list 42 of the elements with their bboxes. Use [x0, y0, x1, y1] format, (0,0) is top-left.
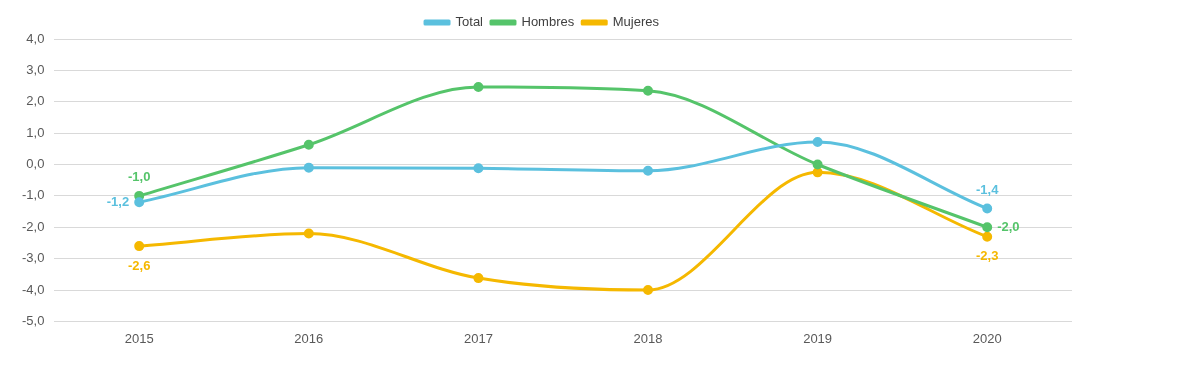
- point: [812, 167, 823, 178]
- data-label: -1,0: [128, 169, 151, 185]
- data-label: -2,0: [997, 218, 1020, 234]
- point: [134, 197, 145, 208]
- point: [473, 82, 484, 93]
- point: [303, 228, 314, 239]
- legend-label: Total: [455, 14, 484, 30]
- point: [643, 165, 653, 176]
- x-tick-label: 2019: [803, 330, 833, 346]
- point: [982, 203, 993, 214]
- data-label: -2,6: [128, 257, 151, 273]
- point: [982, 231, 993, 242]
- x-tick-label: 2016: [294, 330, 324, 346]
- x-tick-label: 2020: [972, 330, 1002, 346]
- data-label: -1,2: [106, 193, 130, 209]
- y-tick-label: -2,0: [21, 218, 45, 234]
- point: [812, 136, 823, 147]
- legend-label: Mujeres: [612, 14, 660, 30]
- x-tick-label: 2017: [463, 330, 493, 346]
- point: [303, 162, 314, 173]
- y-tick-label: -3,0: [21, 250, 45, 266]
- y-tick-label: -1,0: [21, 187, 45, 203]
- point: [473, 273, 484, 284]
- point: [643, 285, 653, 296]
- y-tick-label: 4,0: [26, 30, 45, 46]
- y-tick-label: 0,0: [26, 156, 45, 172]
- y-tick-label: 2,0: [26, 93, 45, 109]
- y-tick-label: -5,0: [21, 312, 45, 328]
- point: [643, 85, 653, 96]
- point: [303, 139, 314, 150]
- y-tick-label: 1,0: [26, 124, 45, 140]
- point: [812, 159, 823, 170]
- data-label: -1,4: [976, 182, 1000, 198]
- data-label: -2,3: [976, 248, 999, 264]
- point: [473, 163, 484, 174]
- point: [982, 222, 993, 233]
- y-tick-label: 3,0: [26, 61, 45, 77]
- legend-label: Hombres: [521, 14, 575, 30]
- y-tick-label: -4,0: [21, 281, 45, 297]
- x-tick-label: 2018: [633, 330, 663, 346]
- point: [134, 241, 145, 252]
- x-tick-label: 2015: [124, 330, 154, 346]
